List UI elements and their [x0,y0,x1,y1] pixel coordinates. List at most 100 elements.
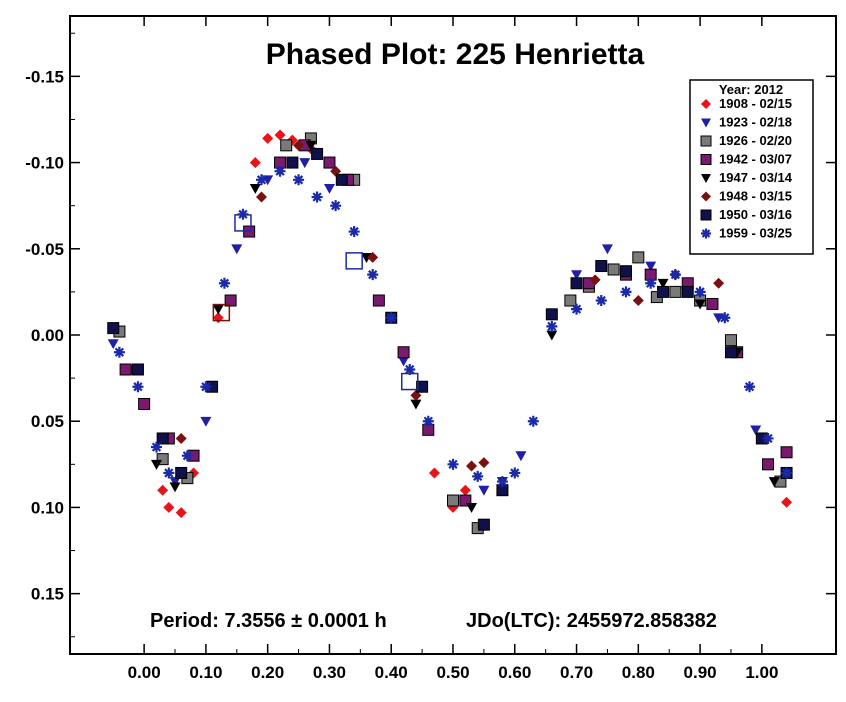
data-point [701,228,711,239]
data-point [466,503,478,513]
x-tick-label: 0.40 [375,663,408,682]
data-point [169,477,181,488]
data-points [107,129,793,535]
y-tick-label: 0.00 [31,326,64,345]
open-point [401,372,419,391]
legend-entry: 1947 - 03/14 [719,170,793,185]
x-tick-label: 1.00 [745,663,778,682]
x-tick-label: 0.70 [560,663,593,682]
data-point [224,294,237,307]
data-point [619,265,632,278]
data-point [750,425,762,436]
data-point [607,263,620,276]
data-point [601,244,613,255]
data-point [632,295,644,307]
data-point [744,381,756,393]
data-point [477,518,490,531]
data-point [169,482,181,493]
data-point [472,470,484,482]
data-point [459,494,472,507]
data-point [175,432,187,444]
data-point [509,467,521,479]
data-point [781,496,793,508]
data-point [330,200,342,212]
data-point [404,363,416,375]
data-point [700,154,712,165]
legend-marker [701,228,711,239]
x-tick-label: 0.20 [251,663,284,682]
x-tick-label: 0.30 [313,663,346,682]
data-point [422,415,434,427]
y-tick-label: 0.10 [31,498,64,517]
open-point [234,214,252,232]
data-point [150,459,162,470]
data-point [595,260,608,273]
data-point [571,270,583,281]
data-point [700,209,712,221]
data-point [181,450,193,462]
data-point [571,303,583,315]
data-point [293,139,305,151]
data-point [466,460,478,472]
data-point [410,399,422,410]
data-point [367,251,379,263]
period-annotation: Period: 7.3556 ± 0.0001 h [150,610,387,632]
data-point [478,457,490,469]
data-point [620,286,632,298]
data-point [231,244,243,255]
data-point [348,226,360,238]
data-point [323,184,335,194]
data-point [138,397,151,410]
legend-marker [700,135,712,147]
data-point [564,294,577,307]
data-point [762,458,775,471]
legend-marker [701,191,711,202]
data-point [397,346,410,359]
data-point [256,191,267,203]
data-point [131,363,144,376]
data-point [218,277,230,289]
data-point [156,432,169,445]
data-point [545,308,558,321]
data-point [274,129,286,141]
data-point [669,269,681,281]
x-tick-label: 0.80 [622,663,655,682]
data-point [595,295,607,307]
legend-entry: 1923 - 02/18 [719,115,792,130]
x-tick-label: 0.10 [189,663,222,682]
legend-entry: 1959 - 03/25 [719,226,792,241]
data-point [781,467,793,479]
legend: Year: 2012 1908 - 02/15 1923 - 02/18 1926 … [689,79,814,255]
data-point [311,147,324,160]
data-point [589,274,601,286]
chart-title: Phased Plot: 225 Henrietta [266,38,645,71]
data-point [700,135,712,147]
data-point [645,261,657,272]
y-tick-label: -0.15 [25,67,64,86]
data-point [694,299,706,310]
legend-marker [701,118,711,128]
data-point [706,297,719,310]
epoch-annotation: JDo(LTC): 2455972.858382 [466,610,717,632]
open-point [212,303,231,322]
data-point [478,485,490,496]
data-point [669,285,682,298]
legend-marker [701,99,711,109]
data-point [447,458,459,470]
data-point [713,277,725,289]
data-point [496,476,508,488]
data-point [546,320,558,332]
data-point [175,466,188,479]
legend-title: Year: 2012 [719,82,783,97]
data-point [299,158,311,169]
data-point [459,484,471,496]
data-point [335,173,348,186]
data-point [132,381,144,393]
data-point [645,277,657,289]
legend-entry: 1908 - 02/15 [719,96,792,111]
data-point [212,304,224,315]
data-point [163,501,175,513]
series-7 [113,165,793,488]
legend-entry: 1942 - 03/07 [719,152,792,167]
